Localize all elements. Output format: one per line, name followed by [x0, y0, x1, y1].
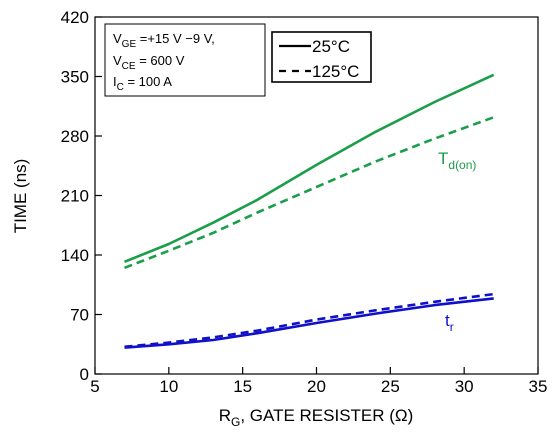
curve-label-tdon: Td(on) [438, 149, 476, 172]
series-line-tr-25c [124, 297, 494, 349]
y-tick-label: 210 [61, 187, 89, 206]
condition-vce: VCE = 600 V [113, 53, 185, 72]
series-line-tr-125c [124, 292, 494, 349]
x-tick-label: 5 [90, 377, 99, 396]
x-tick-label: 30 [455, 377, 474, 396]
legend-label-25c: 25°C [312, 37, 350, 56]
condition-ic: IC = 100 A [113, 74, 172, 93]
y-tick-label: 140 [61, 246, 89, 265]
conditions-box [104, 23, 266, 97]
legend-label-125c: 125°C [312, 62, 359, 81]
tr-label-mask [440, 308, 466, 336]
y-tick-label: 350 [61, 68, 89, 87]
x-tick-label: 35 [529, 377, 548, 396]
series-line-tdon-25c [124, 73, 495, 264]
x-tick-label: 25 [381, 377, 400, 396]
x-tick-label: 20 [307, 377, 326, 396]
series-line-tdon-125c [124, 116, 495, 270]
x-axis-title: RG, GATE RESISTER (Ω) [219, 406, 414, 429]
y-tick-label: 70 [70, 306, 89, 325]
condition-vge: VGE =+15 V −9 V, [113, 31, 215, 50]
x-tick-label: 15 [233, 377, 252, 396]
y-tick-label: 420 [61, 8, 89, 27]
legend-box [271, 31, 372, 83]
x-tick-label: 10 [159, 377, 178, 396]
td-label-mask [434, 143, 496, 173]
curve-label-tr: tr [445, 311, 454, 334]
series-lines [124, 73, 495, 349]
y-tick-label: 0 [80, 365, 89, 384]
y-axis-title: TIME (ns) [11, 159, 30, 234]
y-tick-label: 280 [61, 127, 89, 146]
